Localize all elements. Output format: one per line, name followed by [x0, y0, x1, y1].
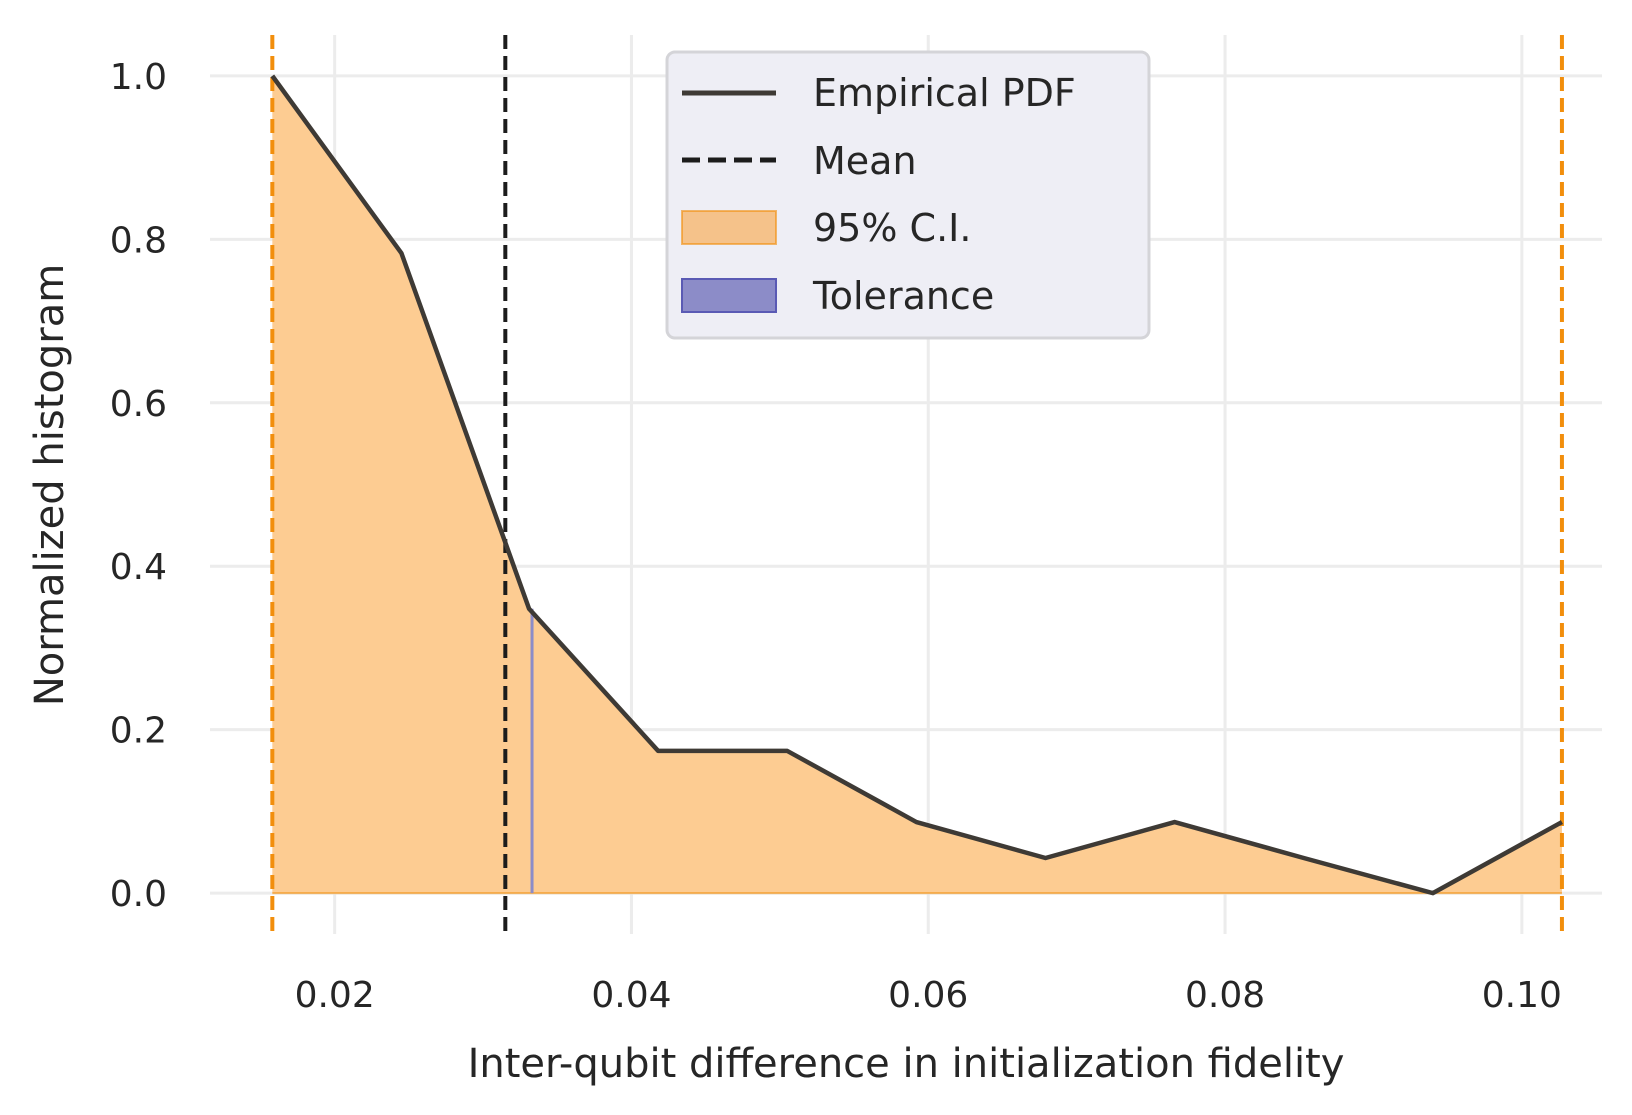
series-lines	[270, 74, 1564, 896]
y-tick-label-0: 0.0	[110, 874, 167, 915]
legend: Empirical PDF Mean 95% C.I. Tolerance	[665, 50, 1151, 340]
y-tick-label-3: 0.6	[110, 384, 167, 425]
x-tick-label-1: 0.04	[591, 975, 671, 1016]
legend-box	[665, 50, 1151, 340]
y-tick-label-1: 0.2	[110, 711, 167, 752]
x-tick-label-3: 0.08	[1185, 975, 1265, 1016]
ci-fill-area	[272, 75, 1562, 895]
x-tick-label-0: 0.02	[295, 975, 375, 1016]
reference-lines	[270, 35, 1564, 934]
legend-tolerance-swatch	[681, 278, 777, 313]
x-tick-labels: 0.02 0.04 0.06 0.08 0.10	[295, 975, 1562, 1016]
y-tick-label-4: 0.8	[110, 220, 167, 261]
legend-ci-swatch	[681, 210, 777, 245]
pdf-line	[270, 74, 1564, 896]
y-tick-label-2: 0.4	[110, 547, 167, 588]
x-tick-label-4: 0.10	[1482, 975, 1562, 1016]
legend-label-tolerance: Tolerance	[812, 274, 994, 318]
y-tick-labels: 0.0 0.2 0.4 0.6 0.8 1.0	[110, 57, 167, 915]
x-axis-label: Inter-qubit difference in initialization…	[468, 1041, 1345, 1087]
y-tick-label-5: 1.0	[110, 57, 167, 98]
legend-label-ci: 95% C.I.	[813, 206, 971, 250]
y-axis-label: Normalized histogram	[27, 264, 73, 706]
legend-label-pdf: Empirical PDF	[813, 71, 1076, 115]
ci-fill-polygon	[272, 75, 1562, 894]
x-tick-label-2: 0.06	[888, 975, 968, 1016]
legend-label-mean: Mean	[813, 139, 917, 183]
